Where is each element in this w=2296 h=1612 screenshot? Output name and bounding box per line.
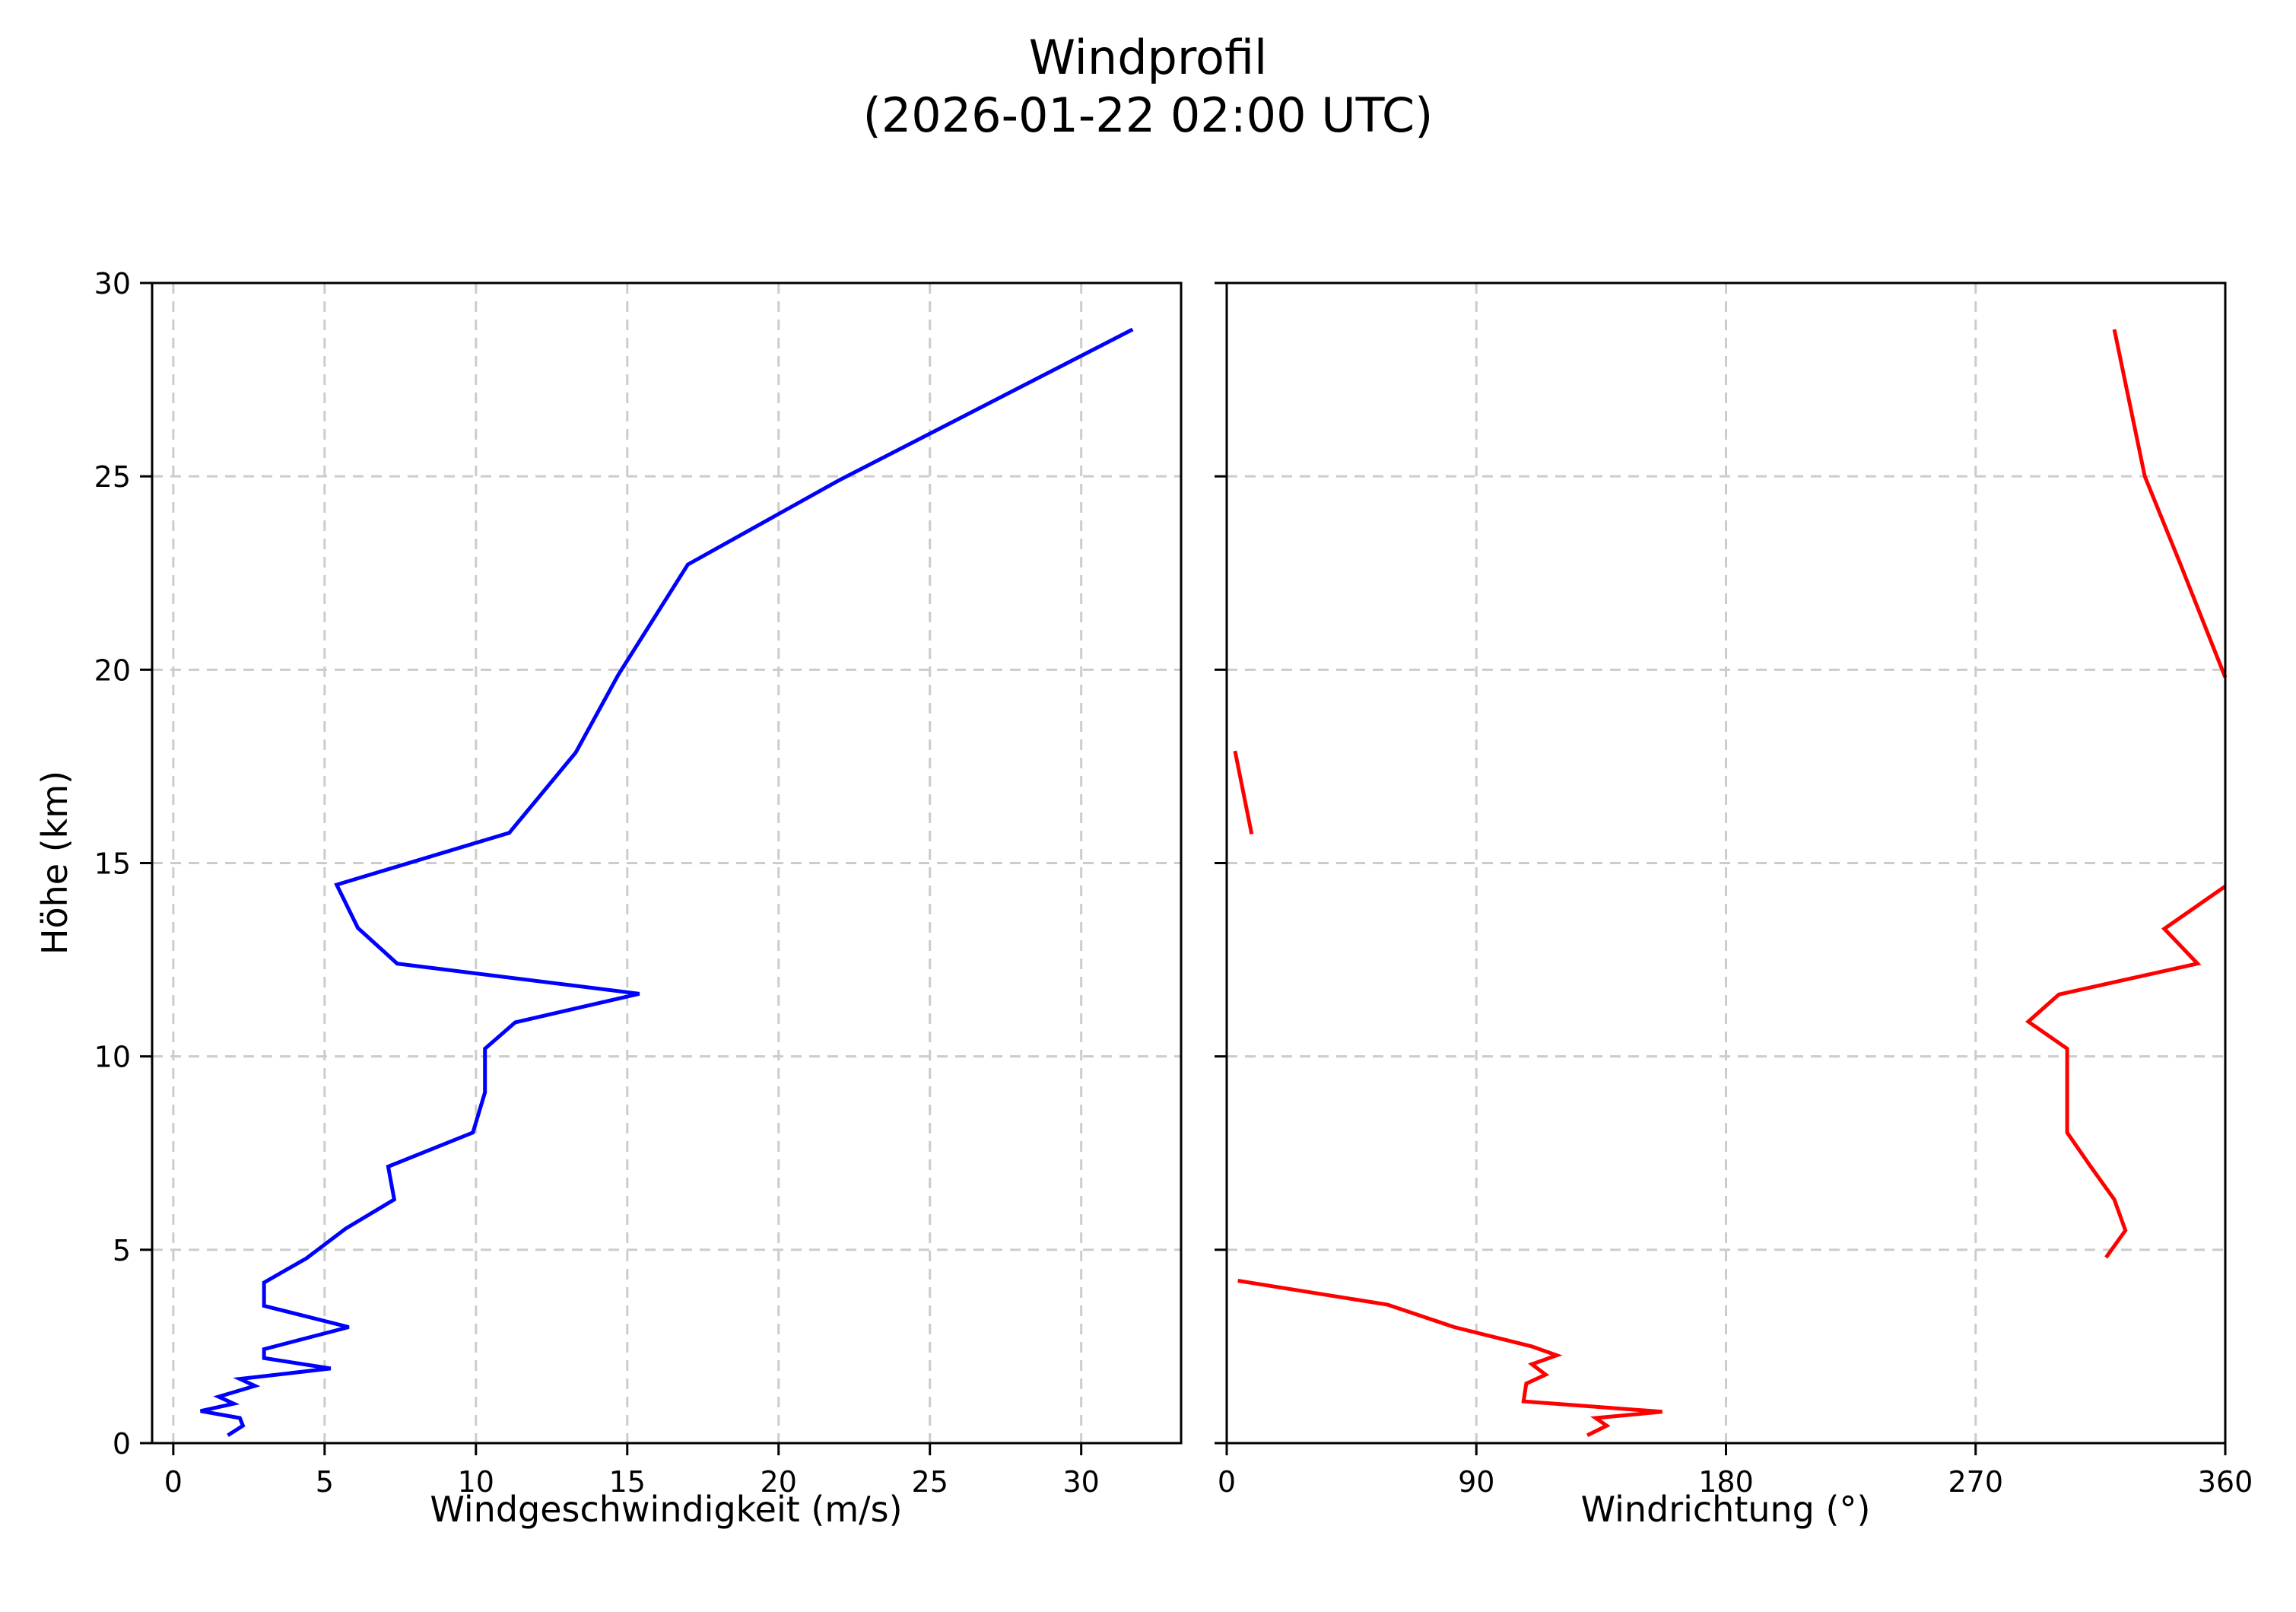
height-ytick-label: 10 [94,1041,131,1074]
wind-direction-line [1233,329,2228,1438]
wind-speed-xtick-label: 20 [761,1465,797,1499]
wind-speed-series-line [200,327,1134,1437]
height-ytick-label: 15 [94,847,131,881]
wind-direction-series-line [1233,750,1254,835]
wind-direction-ticks: 0 90 180 270 360 [1215,281,2253,1499]
height-ytick-label: 30 [94,267,131,300]
wind-direction-series-line [2112,329,2228,679]
wind-speed-line [200,327,1134,1437]
wind-speed-ticks: 0 5 10 15 20 25 30 0 5 10 15 20 25 30 [94,267,1100,1499]
wind-direction-xtick-label: 0 [1218,1465,1236,1499]
wind-speed-xtick-label: 25 [912,1465,948,1499]
wind-direction-xtick-label: 90 [1458,1465,1494,1499]
height-ytick-label: 20 [94,653,131,687]
wind-speed-xtick-label: 0 [164,1465,183,1499]
wind-direction-panel: 0 90 180 270 360 Windrichtung (°) [1215,281,2253,1530]
wind-speed-xlabel: Windgeschwindigkeit (m/s) [430,1489,902,1530]
wind-speed-grid [152,281,1181,1445]
wind-direction-series-line [1237,1279,1662,1438]
height-ytick-label: 5 [113,1234,131,1267]
wind-direction-xlabel: Windrichtung (°) [1581,1489,1871,1530]
height-ylabel: Höhe (km) [34,771,75,955]
wind-direction-xtick-label: 180 [1698,1465,1754,1499]
figure-subtitle-timestamp: (2026-01-22 02:00 UTC) [862,87,1434,143]
wind-speed-xtick-label: 10 [458,1465,494,1499]
wind-direction-series-line [2024,884,2227,1259]
wind-direction-grid [1225,281,2227,1445]
wind-speed-xtick-label: 5 [316,1465,334,1499]
wind-direction-xtick-label: 360 [2198,1465,2253,1499]
wind-speed-xtick-label: 30 [1062,1465,1099,1499]
wind-speed-panel: 0 5 10 15 20 25 30 0 5 10 15 20 25 30 Windgeschwindig… [34,267,1183,1530]
wind-direction-xtick-label: 270 [1948,1465,2003,1499]
height-ytick-label: 25 [94,460,131,494]
figure-title: Windprofil [1028,30,1268,85]
height-ytick-label: 0 [113,1427,131,1461]
wind-speed-xtick-label: 15 [609,1465,646,1499]
